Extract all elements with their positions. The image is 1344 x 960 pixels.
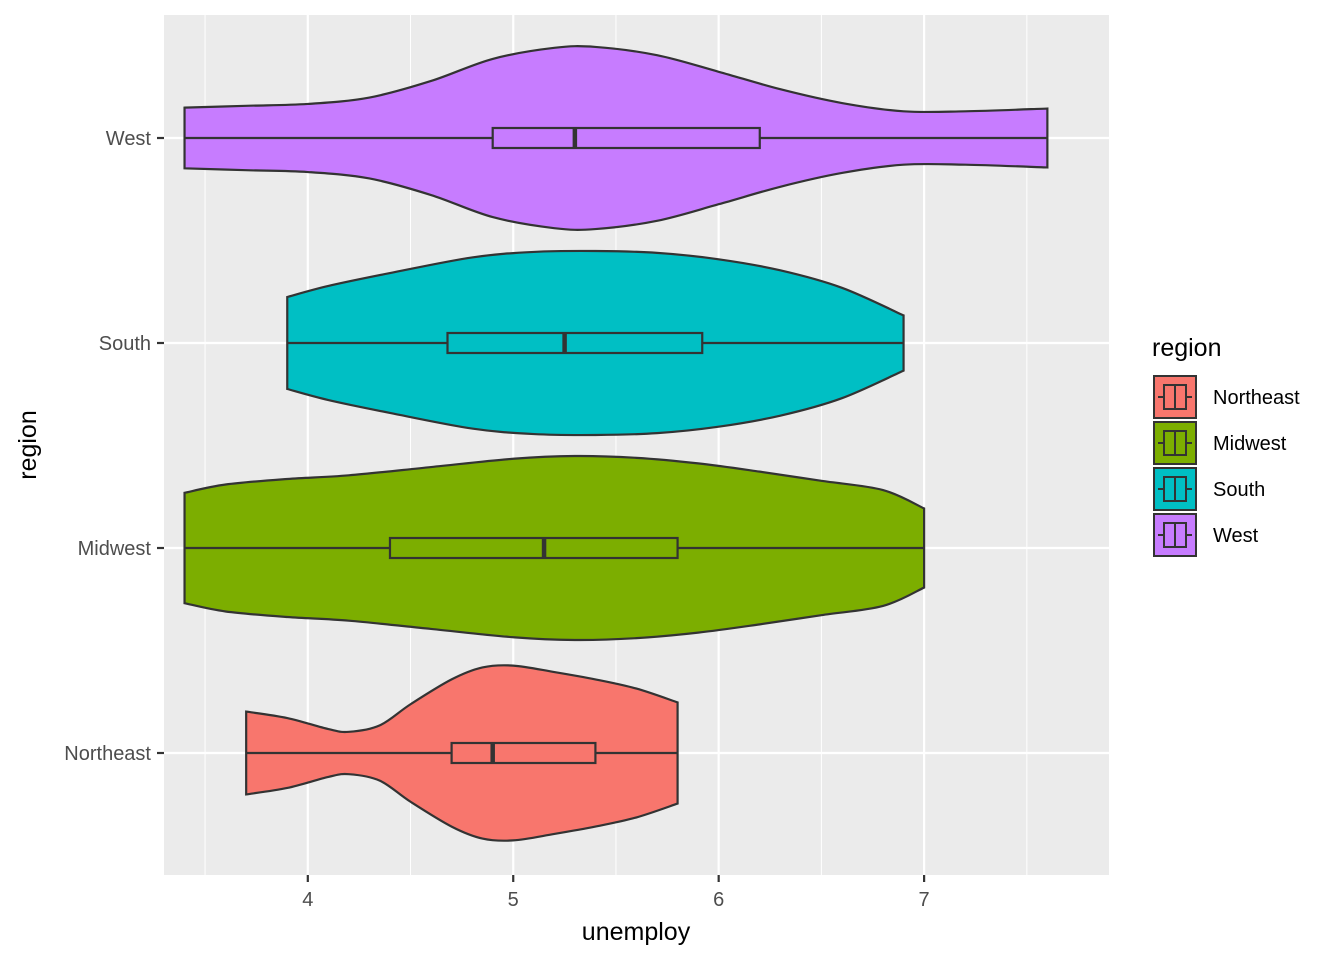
legend-label-south: South <box>1213 479 1265 501</box>
x-tick-label: 6 <box>713 889 724 911</box>
x-axis-title: unemploy <box>582 918 691 946</box>
legend-label-northeast: Northeast <box>1213 387 1300 409</box>
legend-title: region <box>1152 334 1222 362</box>
box-northeast <box>450 741 597 765</box>
y-tick-label: Northeast <box>64 743 151 765</box>
box-midwest <box>388 536 679 560</box>
legend-item-midwest: Midwest <box>1153 421 1287 465</box>
x-tick-label: 4 <box>302 889 313 911</box>
y-tick-label: West <box>106 128 152 150</box>
legend-item-south: South <box>1153 467 1265 511</box>
y-tick-label: South <box>99 333 151 355</box>
legend-label-midwest: Midwest <box>1213 433 1287 455</box>
x-tick-label: 5 <box>508 889 519 911</box>
legend: region Northeast Midwest South West <box>1152 334 1300 557</box>
legend-item-west: West <box>1153 513 1259 557</box>
x-axis: 4 5 6 7 <box>302 875 930 911</box>
box-south <box>446 331 704 355</box>
boxplot-layer <box>184 126 1048 765</box>
y-tick-label: Midwest <box>78 538 152 560</box>
x-tick-label: 7 <box>919 889 930 911</box>
legend-label-west: West <box>1213 525 1259 547</box>
box-west <box>491 126 761 150</box>
y-axis-title: region <box>14 410 42 480</box>
legend-item-northeast: Northeast <box>1153 375 1300 419</box>
y-axis: Northeast Midwest South West <box>64 128 164 765</box>
